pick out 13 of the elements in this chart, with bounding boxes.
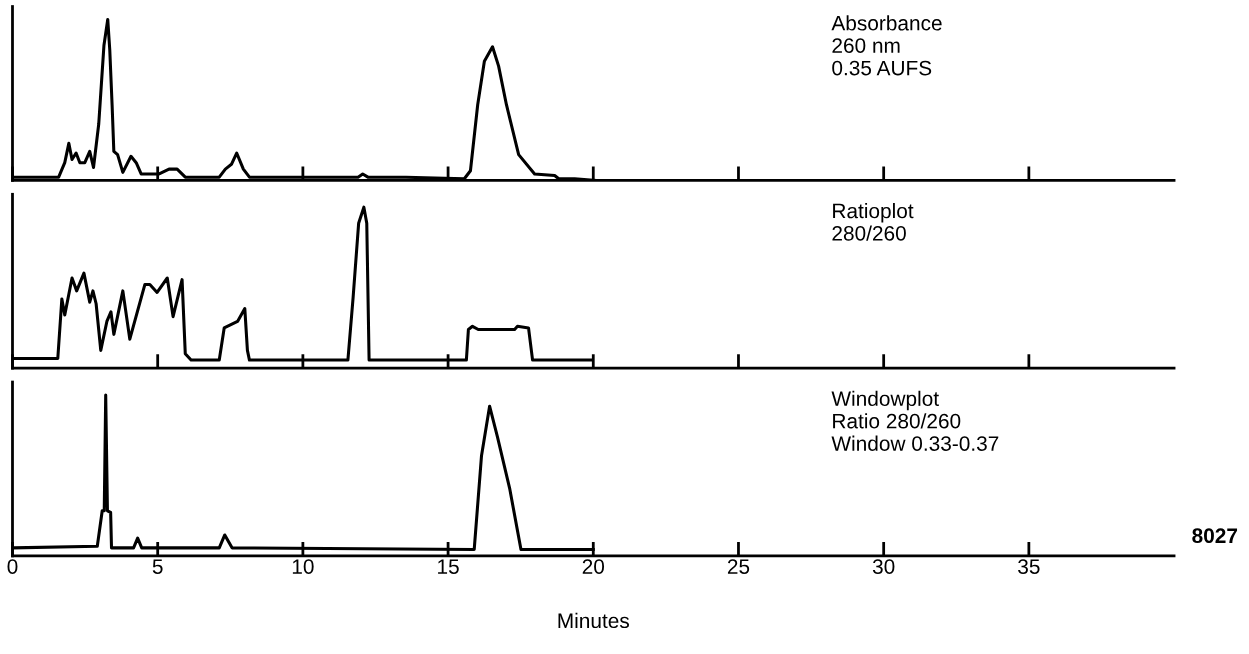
x-tick-label: 35 xyxy=(1018,559,1040,574)
x-tick-label: 30 xyxy=(872,559,895,574)
x-tick-label: 15 xyxy=(438,559,459,574)
x-tick-label: 25 xyxy=(727,559,750,574)
annotation: Windowplot Ratio 280/260 Window 0.33-0.37 xyxy=(831,390,999,451)
x-tick-label: 5 xyxy=(152,559,163,574)
x-tick-label: 0 xyxy=(7,559,18,574)
text: 8027 xyxy=(1192,528,1238,544)
annotation: Absorbance 260 nm 0.35 AUFS xyxy=(831,15,942,76)
x-tick-label: 20 xyxy=(582,559,605,574)
x-tick-label: 10 xyxy=(292,559,314,574)
x-axis-title: Minutes xyxy=(558,612,629,629)
annotation: Ratioplot 280/260 xyxy=(832,202,914,241)
